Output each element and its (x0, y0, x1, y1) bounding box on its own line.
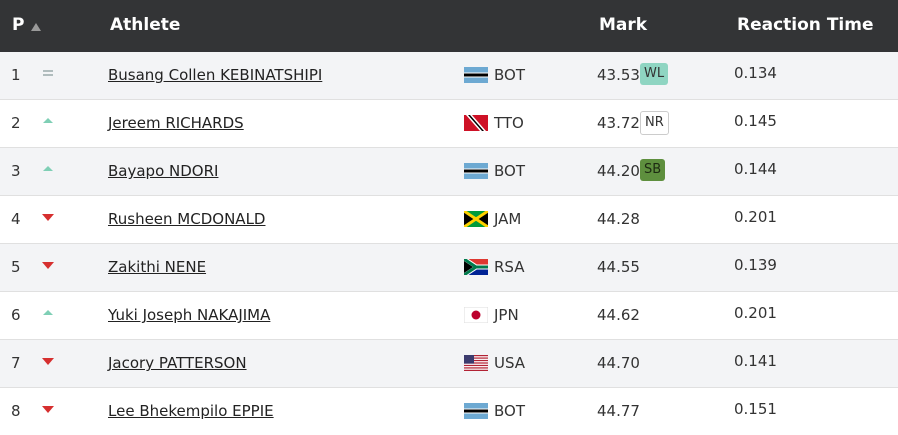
reaction-time: 0.134 (734, 64, 777, 82)
athlete-name[interactable]: Yuki Joseph NAKAJIMA (108, 306, 271, 324)
mark: 44.20 (597, 162, 640, 180)
table-row: 6 Yuki Joseph NAKAJIMA JPN 44.62 0.201 (0, 292, 898, 340)
mark: 44.55 (597, 258, 640, 276)
table-row: 5 Zakithi NENE RSA 44.55 0.139 (0, 244, 898, 292)
trend-icon (43, 166, 53, 171)
header-position[interactable]: P (12, 15, 25, 35)
mark: 44.62 (597, 306, 640, 324)
country-code: TTO (494, 114, 524, 132)
table-header: P Athlete Mark Reaction Time (0, 0, 898, 52)
header-athlete: Athlete (110, 15, 181, 35)
trend-icon (43, 310, 53, 315)
table-row: 7 Jacory PATTERSON USA 44.70 0.141 (0, 340, 898, 388)
sort-icon[interactable] (30, 22, 42, 32)
country-flag (464, 211, 488, 227)
position: 8 (11, 402, 21, 420)
position: 4 (11, 210, 21, 228)
trend-icon (42, 358, 54, 365)
country-code: BOT (494, 162, 525, 180)
table-row: 4 Rusheen MCDONALD JAM 44.28 0.201 (0, 196, 898, 244)
reaction-time: 0.141 (734, 352, 777, 370)
athlete-name[interactable]: Busang Collen KEBINATSHIPI (108, 66, 323, 84)
position: 3 (11, 162, 21, 180)
country-flag (464, 259, 488, 275)
position: 2 (11, 114, 21, 132)
position: 1 (11, 66, 21, 84)
reaction-time: 0.151 (734, 400, 777, 418)
country-code: RSA (494, 258, 525, 276)
mark: 44.28 (597, 210, 640, 228)
country-flag (464, 307, 488, 323)
header-mark: Mark (599, 15, 648, 35)
country-code: BOT (494, 402, 525, 420)
athlete-name[interactable]: Jereem RICHARDS (108, 114, 244, 132)
reaction-time: 0.201 (734, 304, 777, 322)
reaction-time: 0.201 (734, 208, 777, 226)
country-flag (464, 115, 488, 131)
table-row: 1 Busang Collen KEBINATSHIPI BOT 43.53 WL 0.1… (0, 52, 898, 100)
position: 6 (11, 306, 21, 324)
reaction-time: 0.145 (734, 112, 777, 130)
athlete-name[interactable]: Rusheen MCDONALD (108, 210, 266, 228)
record-badge: SB (640, 159, 666, 181)
position: 7 (11, 354, 21, 372)
trend-icon (42, 406, 54, 413)
table-row: 3 Bayapo NDORI BOT 44.20 SB 0.144 (0, 148, 898, 196)
position: 5 (11, 258, 21, 276)
header-reaction: Reaction Time (737, 15, 874, 35)
reaction-time: 0.139 (734, 256, 777, 274)
record-badge: NR (640, 111, 669, 135)
record-badge: WL (640, 63, 669, 85)
athlete-name[interactable]: Bayapo NDORI (108, 162, 219, 180)
country-code: JPN (494, 306, 519, 324)
country-flag (464, 403, 488, 419)
mark: 44.77 (597, 402, 640, 420)
trend-icon (43, 118, 53, 123)
table-row: 2 Jereem RICHARDS TTO 43.72 NR 0.145 (0, 100, 898, 148)
table-row: 8 Lee Bhekempilo EPPIE BOT 44.77 0.151 (0, 388, 898, 435)
mark: 43.72 (597, 114, 640, 132)
reaction-time: 0.144 (734, 160, 777, 178)
athlete-name[interactable]: Lee Bhekempilo EPPIE (108, 402, 274, 420)
country-code: USA (494, 354, 526, 372)
trend-icon (42, 214, 54, 221)
country-flag (464, 355, 488, 371)
athlete-name[interactable]: Zakithi NENE (108, 258, 207, 276)
country-flag (464, 163, 488, 179)
country-code: BOT (494, 66, 525, 84)
trend-icon (43, 70, 53, 76)
trend-icon (42, 262, 54, 269)
athlete-name[interactable]: Jacory PATTERSON (108, 354, 247, 372)
mark: 43.53 (597, 66, 640, 84)
country-code: JAM (494, 210, 522, 228)
country-flag (464, 67, 488, 83)
mark: 44.70 (597, 354, 640, 372)
